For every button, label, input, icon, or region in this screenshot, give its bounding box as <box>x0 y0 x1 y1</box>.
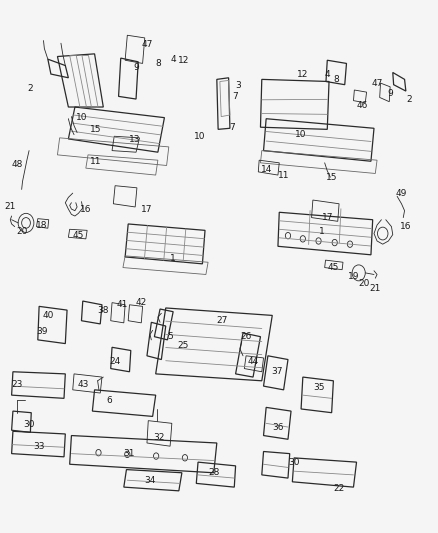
Text: 8: 8 <box>333 75 339 84</box>
Text: 39: 39 <box>36 327 48 336</box>
Text: 6: 6 <box>106 396 112 405</box>
Text: 18: 18 <box>36 221 48 230</box>
Text: 12: 12 <box>297 70 308 78</box>
Text: 12: 12 <box>177 56 189 64</box>
Text: 10: 10 <box>295 130 307 139</box>
Text: 16: 16 <box>80 205 92 214</box>
Text: 3: 3 <box>236 81 241 90</box>
Text: 25: 25 <box>177 341 189 350</box>
Text: 16: 16 <box>400 222 412 231</box>
Text: 40: 40 <box>42 311 53 320</box>
Text: 14: 14 <box>261 165 272 174</box>
Text: 1: 1 <box>170 254 176 263</box>
Text: 15: 15 <box>90 125 102 134</box>
Text: 17: 17 <box>321 213 333 222</box>
Text: 34: 34 <box>145 476 155 484</box>
Text: 45: 45 <box>73 231 84 240</box>
Text: 30: 30 <box>23 421 35 430</box>
Text: 2: 2 <box>28 84 33 93</box>
Text: 4: 4 <box>170 55 176 63</box>
Text: 44: 44 <box>247 357 259 366</box>
Text: 4: 4 <box>325 70 330 78</box>
Text: 33: 33 <box>33 442 45 451</box>
Text: 9: 9 <box>133 63 139 71</box>
Text: 45: 45 <box>328 263 339 272</box>
Text: 11: 11 <box>278 171 290 180</box>
Text: 37: 37 <box>271 367 283 376</box>
Text: 43: 43 <box>77 380 88 389</box>
Text: 1: 1 <box>319 228 325 237</box>
Text: 19: 19 <box>348 272 359 280</box>
Text: 47: 47 <box>141 40 153 49</box>
Text: 7: 7 <box>230 123 235 132</box>
Text: 5: 5 <box>167 332 173 341</box>
Text: 21: 21 <box>5 203 16 212</box>
Text: 38: 38 <box>98 305 109 314</box>
Text: 48: 48 <box>11 160 23 169</box>
Text: 20: 20 <box>16 228 27 237</box>
Text: 9: 9 <box>387 89 393 98</box>
Text: 36: 36 <box>272 423 284 432</box>
Text: 28: 28 <box>208 469 219 477</box>
Text: 42: 42 <box>136 298 147 307</box>
Text: 49: 49 <box>396 189 407 198</box>
Text: 22: 22 <box>333 484 345 493</box>
Text: 10: 10 <box>194 132 205 141</box>
Text: 20: 20 <box>358 279 370 288</box>
Text: 23: 23 <box>11 380 23 389</box>
Text: 30: 30 <box>288 458 300 466</box>
Text: 7: 7 <box>233 92 238 101</box>
Text: 2: 2 <box>406 94 412 103</box>
Text: 15: 15 <box>326 173 337 182</box>
Text: 31: 31 <box>124 449 135 458</box>
Text: 24: 24 <box>110 357 121 366</box>
Text: 41: 41 <box>117 300 128 309</box>
Text: 21: 21 <box>370 284 381 293</box>
Text: 11: 11 <box>90 157 102 166</box>
Text: 27: 27 <box>217 316 228 325</box>
Text: 10: 10 <box>76 113 87 122</box>
Text: 46: 46 <box>357 101 368 110</box>
Text: 26: 26 <box>240 332 252 341</box>
Text: 17: 17 <box>141 205 153 214</box>
Text: 47: 47 <box>371 78 383 87</box>
Text: 8: 8 <box>156 59 162 68</box>
Text: 35: 35 <box>313 383 324 392</box>
Text: 13: 13 <box>129 135 141 144</box>
Text: 32: 32 <box>153 433 164 442</box>
